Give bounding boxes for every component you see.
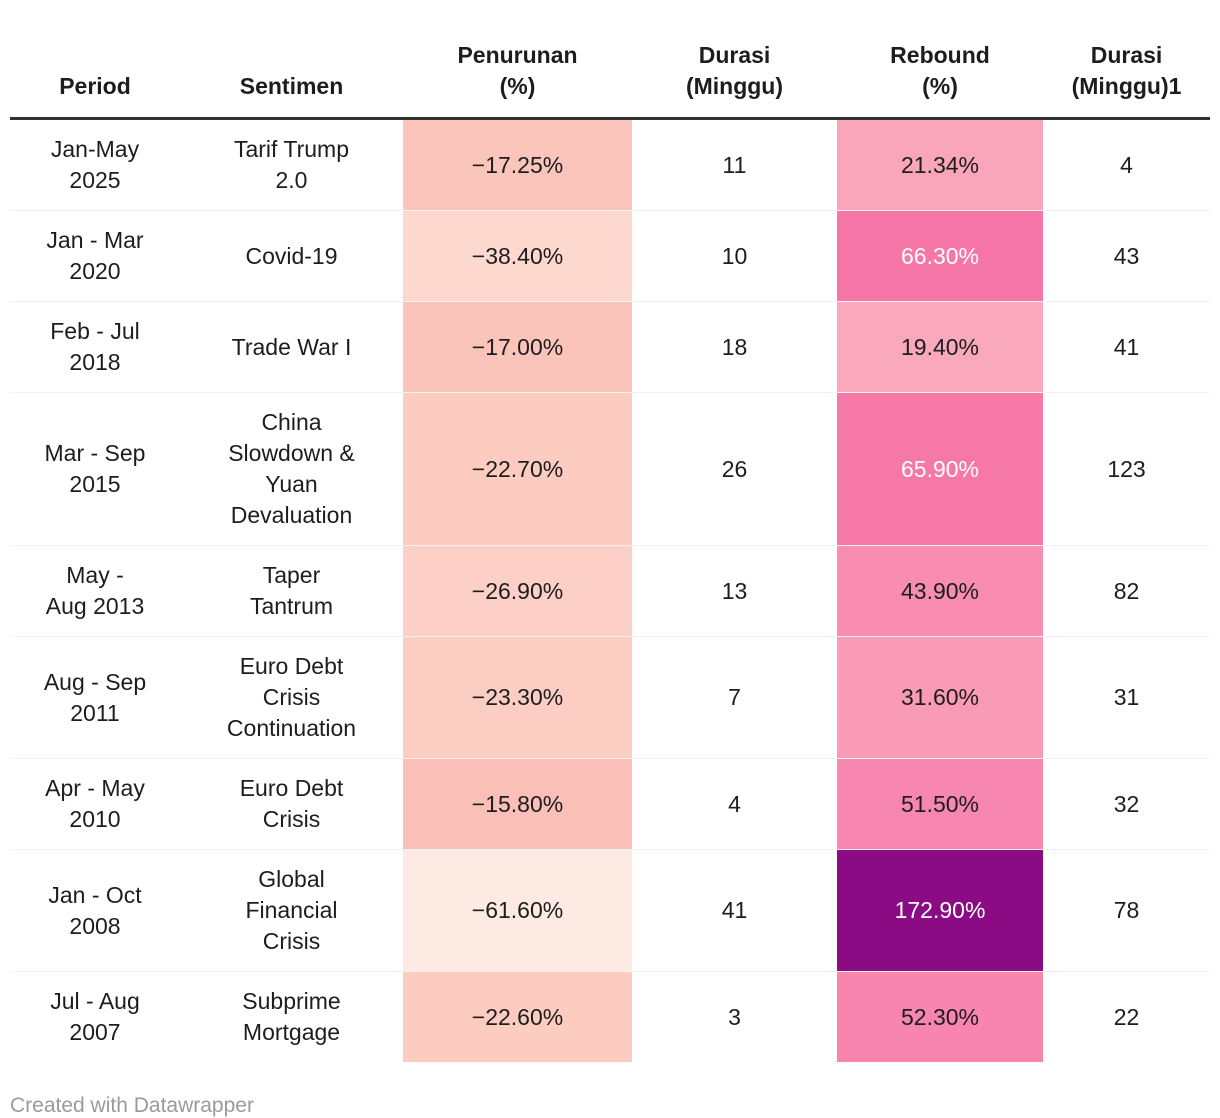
duration-cell: 18 xyxy=(632,301,837,393)
table-row: Apr - May 2010 Euro Debt Crisis −15.80% … xyxy=(10,758,1210,850)
sentimen-cell: Euro Debt Crisis xyxy=(180,758,403,850)
duration-cell: 26 xyxy=(632,392,837,546)
duration2-cell: 78 xyxy=(1043,849,1210,972)
rebound-cell: 19.40% xyxy=(837,301,1043,393)
data-table: Period Sentimen Penurunan (%) Durasi (Mi… xyxy=(10,0,1210,1062)
period-cell: Apr - May 2010 xyxy=(10,758,180,850)
duration2-cell: 22 xyxy=(1043,971,1210,1062)
duration2-cell: 31 xyxy=(1043,636,1210,759)
duration2-cell: 43 xyxy=(1043,210,1210,302)
decline-cell: −17.00% xyxy=(403,301,632,393)
duration-cell: 11 xyxy=(722,151,747,178)
sentimen-cell: Euro Debt Crisis Continuation xyxy=(180,636,403,759)
rebound-cell: 21.34% xyxy=(837,118,1043,211)
table-row: Aug - Sep 2011 Euro Debt Crisis Continua… xyxy=(10,636,1210,759)
period-cell: Aug - Sep 2011 xyxy=(10,636,180,759)
table-header: Period Sentimen Penurunan (%) Durasi (Mi… xyxy=(10,0,1210,120)
datawrapper-credit: Created with Datawrapper xyxy=(10,1094,254,1117)
rebound-cell: 43.90% xyxy=(837,545,1043,637)
sentimen-cell: Covid-19 xyxy=(180,210,403,302)
period-cell: Feb - Jul 2018 xyxy=(10,301,180,393)
column-header-durasi2: Durasi (Minggu)1 xyxy=(1043,0,1210,120)
column-header-penurunan: Penurunan (%) xyxy=(403,0,632,120)
decline-cell: −22.60% xyxy=(403,971,632,1062)
sentimen-cell: Trade War I xyxy=(180,301,403,393)
column-header-durasi: Durasi (Minggu) xyxy=(632,0,837,120)
sentimen-cell: Taper Tantrum xyxy=(180,545,403,637)
sentimen-cell: Tarif Trump 2.0 xyxy=(233,136,350,193)
period-cell: Jan-May 2025 xyxy=(50,136,140,193)
rebound-cell: 51.50% xyxy=(837,758,1043,850)
column-header-sentimen: Sentimen xyxy=(180,0,403,120)
period-cell: Jul - Aug 2007 xyxy=(10,971,180,1062)
duration-cell: 13 xyxy=(632,545,837,637)
rebound-cell: 52.30% xyxy=(837,971,1043,1062)
duration2-cell: 4 xyxy=(1120,151,1133,178)
table-row: Jan-May 2025 Tarif Trump 2.0 −17.25% 11 … xyxy=(10,118,1210,211)
sentimen-cell: Global Financial Crisis xyxy=(180,849,403,972)
rebound-cell: 66.30% xyxy=(837,210,1043,302)
table-row: Feb - Jul 2018 Trade War I −17.00% 18 19… xyxy=(10,301,1210,393)
header-row: Period Sentimen Penurunan (%) Durasi (Mi… xyxy=(10,0,1210,120)
duration-cell: 41 xyxy=(632,849,837,972)
sentimen-cell: China Slowdown & Yuan Devaluation xyxy=(180,392,403,546)
period-cell: Jan - Oct 2008 xyxy=(10,849,180,972)
decline-cell: −15.80% xyxy=(403,758,632,850)
period-cell: Mar - Sep 2015 xyxy=(10,392,180,546)
duration2-cell: 32 xyxy=(1043,758,1210,850)
column-header-rebound: Rebound (%) xyxy=(837,0,1043,120)
decline-cell: −61.60% xyxy=(403,849,632,972)
duration2-cell: 82 xyxy=(1043,545,1210,637)
rebound-cell: 172.90% xyxy=(837,849,1043,972)
decline-cell: −26.90% xyxy=(403,545,632,637)
decline-cell: −23.30% xyxy=(403,636,632,759)
rebound-cell: 31.60% xyxy=(837,636,1043,759)
table-row: May - Aug 2013 Taper Tantrum −26.90% 13 … xyxy=(10,545,1210,637)
period-cell: Jan - Mar 2020 xyxy=(10,210,180,302)
decline-cell: −22.70% xyxy=(403,392,632,546)
table-body: Jan-May 2025 Tarif Trump 2.0 −17.25% 11 … xyxy=(10,118,1210,1062)
period-cell: May - Aug 2013 xyxy=(10,545,180,637)
table-row: Mar - Sep 2015 China Slowdown & Yuan Dev… xyxy=(10,392,1210,546)
decline-cell: −38.40% xyxy=(403,210,632,302)
duration-cell: 10 xyxy=(632,210,837,302)
column-header-period: Period xyxy=(10,0,180,120)
duration2-cell: 123 xyxy=(1043,392,1210,546)
sentimen-cell: Subprime Mortgage xyxy=(180,971,403,1062)
decline-cell: −17.25% xyxy=(403,118,632,211)
duration-cell: 4 xyxy=(632,758,837,850)
table-row: Jul - Aug 2007 Subprime Mortgage −22.60%… xyxy=(10,971,1210,1062)
rebound-cell: 65.90% xyxy=(837,392,1043,546)
table-row: Jan - Mar 2020 Covid-19 −38.40% 10 66.30… xyxy=(10,210,1210,302)
table-row: Jan - Oct 2008 Global Financial Crisis −… xyxy=(10,849,1210,972)
duration-cell: 3 xyxy=(632,971,837,1062)
duration2-cell: 41 xyxy=(1043,301,1210,393)
duration-cell: 7 xyxy=(632,636,837,759)
